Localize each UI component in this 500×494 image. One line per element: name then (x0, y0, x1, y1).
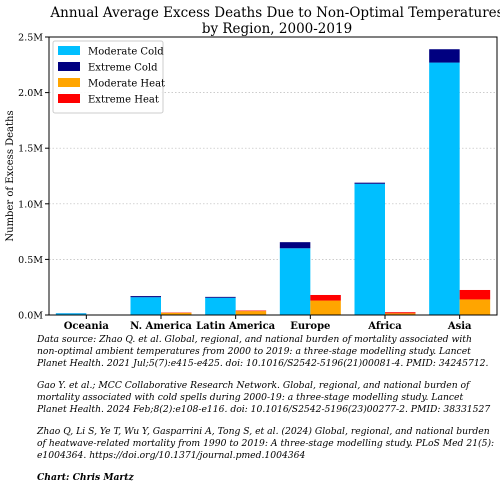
bar-moderate-cold-n-america (131, 297, 162, 315)
bar-extreme-heat-latin-america (236, 311, 267, 312)
y-tick-label: 2.0M (18, 88, 43, 99)
x-tick-label: Oceania (64, 321, 110, 332)
sources-block: Data source: Zhao Q. et al. Global, regi… (37, 334, 495, 494)
chart-title-line-1: Annual Average Excess Deaths Due to Non-… (49, 5, 500, 21)
legend-swatch (58, 78, 80, 87)
legend-swatch (58, 46, 80, 55)
legend-swatch (58, 62, 80, 71)
x-tick-label: Europe (290, 321, 330, 332)
y-tick-label: 1.5M (18, 144, 43, 155)
bar-moderate-cold-africa (355, 184, 386, 315)
y-tick-label: 0.0M (18, 311, 43, 322)
bar-extreme-heat-europe (310, 295, 341, 301)
source-citation-1: Data source: Zhao Q. et al. Global, regi… (37, 334, 495, 370)
bar-extreme-heat-asia (460, 290, 491, 299)
excess-deaths-chart: Annual Average Excess Deaths Due to Non-… (0, 0, 500, 334)
bar-moderate-cold-asia (429, 63, 460, 315)
source-citation-2: Gao Y. et al.; MCC Collaborative Researc… (37, 380, 495, 416)
x-tick-label: N. America (130, 321, 192, 332)
legend-entry: Moderate Heat (88, 79, 165, 90)
y-axis-label: Number of Excess Deaths (5, 110, 16, 241)
x-tick-label: Latin America (196, 321, 276, 332)
y-tick-label: 0.5M (18, 255, 43, 266)
bar-moderate-cold-europe (280, 248, 311, 315)
bar-moderate-heat-europe (310, 301, 341, 315)
bar-extreme-cold-latin-america (205, 297, 236, 298)
bar-extreme-heat-africa (385, 312, 416, 313)
x-tick-label: Asia (447, 321, 472, 332)
chart-title-line-2: by Region, 2000-2019 (202, 21, 352, 37)
legend-swatch (58, 94, 80, 103)
legend-entry: Extreme Heat (88, 95, 159, 106)
source-citation-3: Zhao Q, Li S, Ye T, Wu Y, Gasparrini A, … (37, 426, 495, 462)
y-tick-label: 1.0M (18, 199, 43, 210)
bar-extreme-cold-europe (280, 242, 311, 248)
chart-credit: Chart: Chris Martz (37, 472, 495, 484)
y-tick-label: 2.5M (18, 33, 43, 44)
bar-moderate-heat-latin-america (236, 311, 267, 315)
bar-moderate-heat-asia (460, 299, 491, 315)
legend: Moderate Cold Extreme Cold Moderate Heat Ex… (53, 41, 165, 113)
bar-extreme-cold-africa (355, 183, 386, 184)
legend-entry: Extreme Cold (88, 63, 158, 74)
bar-extreme-cold-n-america (131, 296, 162, 297)
x-tick-label: Africa (367, 321, 402, 332)
bar-moderate-cold-latin-america (205, 298, 236, 315)
legend-entry: Moderate Cold (88, 47, 164, 58)
bar-extreme-cold-asia (429, 49, 460, 62)
